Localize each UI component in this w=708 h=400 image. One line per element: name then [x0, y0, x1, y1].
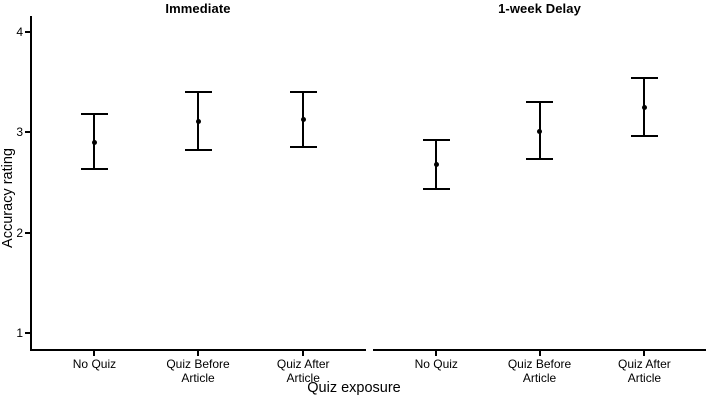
x-category-label: Quiz Before Article [166, 357, 230, 385]
mean-point [195, 118, 201, 124]
y-tick-label: 4 [16, 25, 23, 39]
mean-point [300, 116, 306, 122]
panel-title-1-week-delay: 1-week Delay [498, 1, 581, 16]
x-axis-tick [538, 351, 541, 356]
y-tick-label: 3 [16, 125, 23, 140]
x-axis-tick [302, 351, 305, 356]
x-category-label: No Quiz [72, 357, 117, 371]
mean-point [641, 104, 647, 110]
panel-title-immediate: Immediate [165, 1, 231, 16]
error-bar-cap-lower [526, 158, 553, 161]
x-axis-tick [197, 351, 199, 356]
error-bar-cap-upper [80, 113, 108, 116]
x-category-label: Quiz After Article [618, 357, 671, 385]
x-category-label: Quiz After Article [276, 357, 330, 385]
error-bar-cap-upper [184, 91, 212, 94]
x-category-label: No Quiz [414, 357, 458, 371]
x-axis-line-left-panel [30, 349, 366, 351]
error-bar-cap-lower [289, 146, 317, 149]
x-axis-line-right-panel [373, 349, 706, 351]
y-tick-label: 1 [16, 325, 23, 340]
y-axis-line [30, 16, 32, 350]
mean-point [91, 139, 97, 145]
error-bar-cap-lower [80, 168, 108, 171]
error-bar-cap-lower [184, 149, 212, 152]
error-bar-cap-upper [630, 77, 658, 80]
error-bar-cap-upper [422, 139, 450, 142]
mean-point [433, 161, 439, 167]
y-tick-label: 2 [16, 225, 23, 240]
mean-point [537, 128, 542, 134]
error-bar-cap-upper [289, 91, 317, 94]
x-category-label: Quiz Before Article [507, 357, 572, 385]
x-axis-tick [93, 351, 96, 356]
error-bar-cap-lower [422, 187, 450, 190]
y-axis-tick [25, 31, 31, 33]
x-axis-title: Quiz exposure [307, 380, 401, 396]
error-bar-cap-lower [630, 135, 658, 138]
x-axis-tick [435, 351, 438, 356]
x-axis-tick [643, 351, 646, 356]
y-axis-tick [25, 131, 31, 134]
y-axis-tick [25, 231, 31, 234]
error-bar-cap-upper [526, 101, 553, 104]
y-axis-title: Accuracy rating [0, 148, 16, 248]
y-axis-tick [25, 331, 31, 334]
